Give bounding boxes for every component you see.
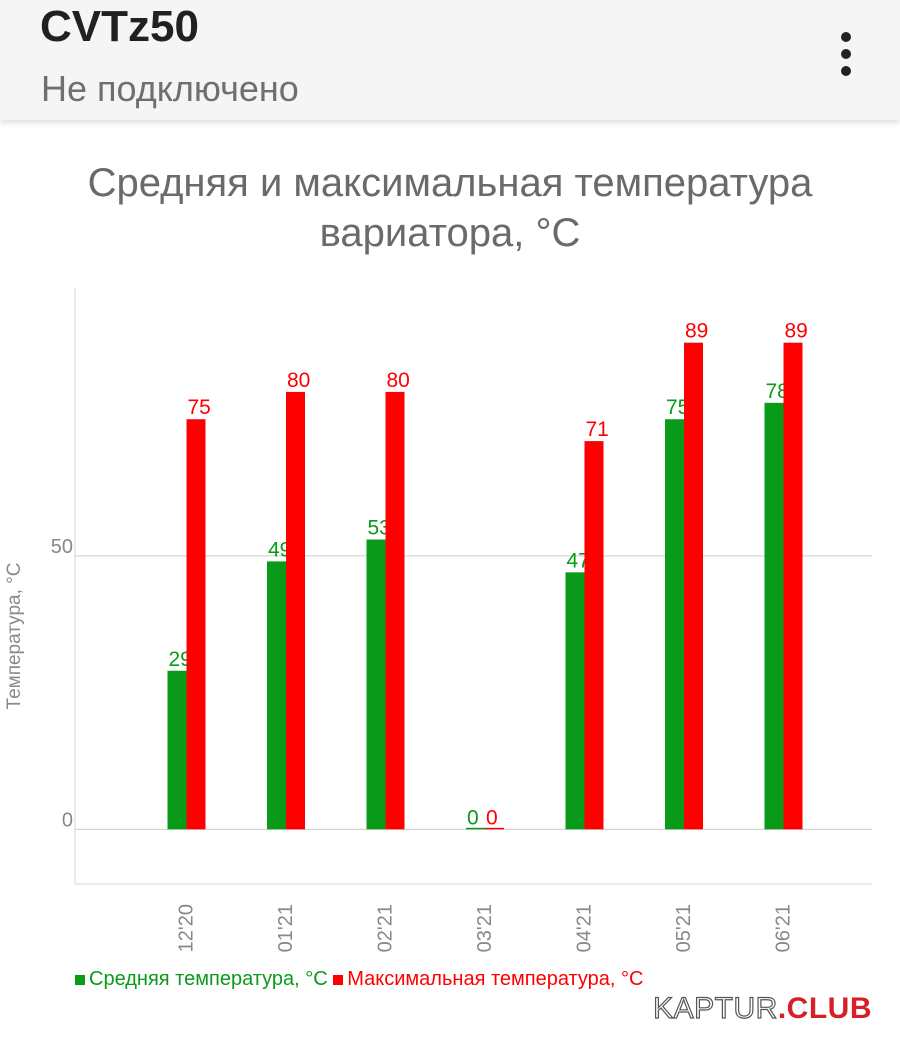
legend-swatch-max — [333, 975, 344, 985]
connection-status: Не подключено — [41, 68, 299, 109]
data-label-max: 80 — [287, 369, 310, 392]
data-label-max: 75 — [188, 396, 211, 419]
bar-avg — [565, 572, 585, 830]
x-tick-label: 02'21 — [375, 904, 397, 952]
x-tick-label: 04'21 — [574, 904, 596, 952]
bar-avg — [764, 402, 784, 830]
x-tick-label: 01'21 — [275, 904, 297, 952]
more-vert-icon[interactable] — [822, 28, 870, 80]
data-label-max: 80 — [387, 369, 410, 392]
y-tick-label: 50 — [51, 536, 73, 558]
data-label-max: 89 — [685, 320, 708, 343]
y-tick-label: 0 — [62, 809, 73, 831]
app-title: CVTz50 — [40, 2, 199, 51]
legend-item-max: Максимальная температура, °C — [333, 968, 643, 991]
data-label-avg: 49 — [268, 538, 291, 561]
bar-max — [286, 391, 305, 830]
bar-avg — [267, 561, 286, 830]
legend-label-max: Максимальная температура, °C — [347, 968, 644, 990]
watermark-kaptur: KAPTUR — [653, 991, 778, 1025]
bar-max — [186, 419, 206, 830]
watermark: KAPTUR.CLUB — [653, 991, 872, 1026]
bar-max — [385, 391, 405, 830]
data-label-max: 89 — [785, 320, 808, 343]
chart-legend: Средняя температура, °C Максимальная тем… — [75, 968, 643, 991]
data-label-avg: 47 — [567, 549, 590, 572]
bar-max — [485, 827, 504, 830]
legend-item-avg: Средняя температура, °C — [75, 968, 328, 991]
legend-label-avg: Средняя температура, °C — [89, 968, 328, 990]
bar-avg — [366, 539, 386, 830]
chart-title: Средняя и максимальная температура вариа… — [0, 158, 900, 258]
x-tick-label: 05'21 — [673, 904, 695, 952]
bar-max — [584, 441, 604, 830]
x-tick-label: 03'21 — [474, 904, 496, 952]
bar-avg — [466, 827, 485, 830]
bar-avg — [167, 670, 187, 830]
x-tick-label: 12'20 — [176, 904, 198, 952]
bar-avg — [665, 419, 684, 830]
x-tick-label: 06'21 — [773, 904, 795, 952]
data-label-max: 71 — [586, 418, 609, 441]
data-label-avg: 75 — [666, 396, 689, 419]
watermark-club: .CLUB — [777, 992, 872, 1025]
app-bar: CVTz50 Не подключено — [0, 0, 900, 120]
chart-title-line-1: Средняя и максимальная температура — [87, 161, 813, 205]
legend-swatch-avg — [75, 975, 85, 985]
data-label-avg: 53 — [368, 517, 391, 540]
data-label-avg: 0 — [467, 806, 479, 829]
bar-max — [783, 342, 803, 830]
data-label-max: 0 — [486, 806, 498, 829]
data-label-avg: 78 — [766, 380, 789, 403]
data-label-avg: 29 — [169, 648, 192, 671]
chart-title-line-2: вариатора, °C — [319, 211, 581, 255]
y-axis-label: Температура, °C — [4, 563, 25, 710]
bar-max — [684, 342, 703, 830]
